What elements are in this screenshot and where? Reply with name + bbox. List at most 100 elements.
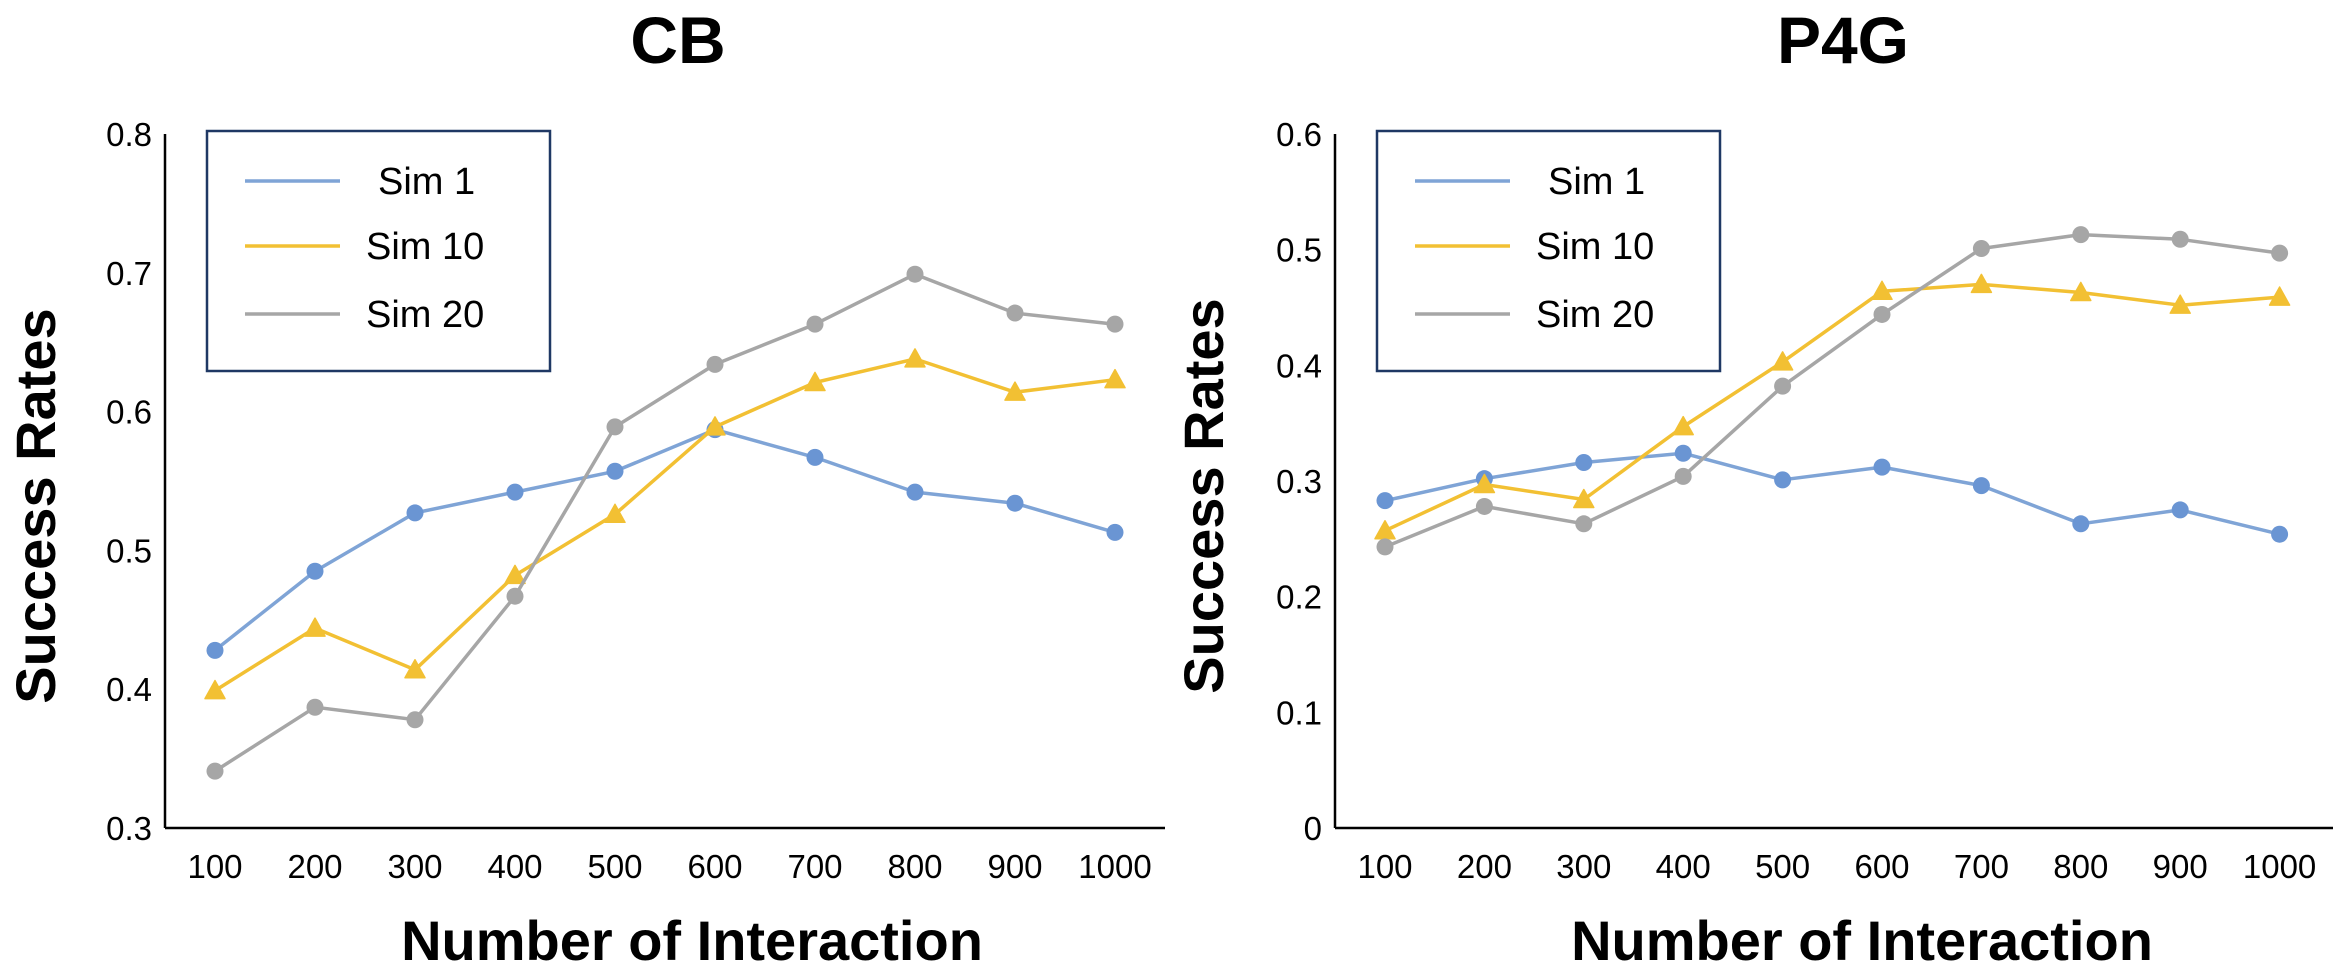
data-point-sim20 [506, 587, 524, 605]
legend-label-sim20: Sim 20 [1536, 294, 1654, 336]
chart-title: CB [630, 3, 725, 77]
y-tick-label: 0.3 [106, 810, 152, 847]
data-point-sim10 [804, 371, 826, 392]
y-tick-label: 0.1 [1276, 694, 1322, 731]
series-line-sim20 [1384, 232, 2280, 549]
x-tick-label: 200 [1457, 848, 1512, 885]
data-point-sim20 [1006, 304, 1024, 322]
data-point-sim10 [404, 659, 426, 679]
legend-box [205, 129, 552, 373]
y-tick-labels: 0 0.1 0.2 0.3 0.4 0.5 0.6 [1276, 116, 1322, 847]
data-point-sim10 [904, 348, 926, 368]
data-point-sim10 [1473, 473, 1496, 494]
data-point-sim1 [1873, 458, 1891, 476]
data-point-sim1 [1006, 494, 1024, 512]
data-point-sim20 [2171, 230, 2189, 248]
data-point-sim10 [504, 564, 526, 585]
data-point-sim1 [1106, 523, 1124, 541]
legend-label-sim10: Sim 10 [366, 226, 484, 268]
data-point-sim1 [2072, 515, 2090, 533]
legend: Sim 1 Sim 10 Sim 20 [205, 129, 552, 373]
data-point-sim20 [406, 711, 424, 729]
x-tick-label: 1000 [2243, 848, 2316, 885]
y-tick-label: 0.7 [106, 255, 152, 292]
data-point-sim10 [704, 416, 726, 436]
x-tick-label: 800 [2053, 848, 2108, 885]
data-point-sim20 [2072, 226, 2090, 244]
series-layer [204, 265, 1126, 780]
x-tick-label: 1000 [1078, 848, 1151, 885]
y-tick-label: 0.8 [106, 116, 152, 153]
series-line-sim20 [214, 272, 1116, 773]
data-point-sim1 [506, 483, 524, 501]
data-point-sim10 [604, 503, 626, 524]
y-tick-label: 0.4 [1276, 347, 1322, 384]
series-line-sim1 [1384, 451, 2281, 536]
x-tick-label: 800 [887, 848, 942, 885]
data-point-sim1 [1774, 471, 1792, 489]
x-axis-label: Number of Interaction [401, 909, 983, 972]
x-tick-label: 500 [1755, 848, 1810, 885]
series-layer [1374, 226, 2291, 556]
data-point-sim10 [2268, 286, 2291, 306]
x-tick-label: 500 [587, 848, 642, 885]
data-point-sim10 [1374, 519, 1396, 540]
data-point-sim10 [2070, 281, 2092, 302]
y-tick-label: 0 [1304, 810, 1322, 847]
data-point-sim1 [1575, 453, 1593, 471]
data-point-sim1 [1972, 477, 1990, 495]
y-tick-label: 0.6 [106, 394, 152, 431]
series-line-sim1 [213, 427, 1116, 652]
y-tick-label: 0.3 [1276, 463, 1322, 500]
x-tick-label: 700 [787, 848, 842, 885]
legend: Sim 1 Sim 10 Sim 20 [1375, 129, 1722, 373]
chart-title: P4G [1777, 3, 1909, 77]
x-axis-label: Number of Interaction [1571, 909, 2153, 972]
data-point-sim20 [1106, 315, 1124, 333]
chart-p4g: P4G Success Rates Number of Interaction … [1172, 3, 2333, 972]
x-tick-label: 900 [2153, 848, 2208, 885]
data-point-sim1 [606, 462, 624, 480]
x-tick-label: 300 [1556, 848, 1611, 885]
x-tick-label: 300 [387, 848, 442, 885]
x-tick-label: 600 [687, 848, 742, 885]
data-point-sim10 [1871, 280, 1893, 301]
data-point-sim20 [606, 418, 624, 436]
y-tick-label: 0.2 [1276, 579, 1322, 616]
y-axis-label: Success Rates [4, 308, 67, 703]
data-point-sim20 [1873, 305, 1891, 323]
data-point-sim10 [1672, 415, 1694, 436]
data-point-sim1 [806, 448, 824, 466]
y-tick-labels: 0.3 0.4 0.5 0.6 0.7 0.8 [106, 116, 152, 847]
series-line-sim10 [214, 357, 1116, 693]
legend-label-sim20: Sim 20 [366, 294, 484, 336]
data-point-sim1 [206, 641, 224, 659]
data-point-sim10 [204, 679, 226, 700]
data-point-sim1 [1674, 444, 1692, 462]
data-point-sim20 [1674, 467, 1692, 485]
x-tick-label: 600 [1854, 848, 1909, 885]
x-tick-label: 700 [1954, 848, 2009, 885]
x-tick-label: 400 [487, 848, 542, 885]
data-point-sim10 [1970, 273, 1993, 294]
data-point-sim1 [306, 562, 324, 580]
data-point-sim20 [906, 265, 924, 283]
data-point-sim20 [1972, 240, 1990, 258]
data-point-sim10 [304, 617, 326, 637]
x-tick-label: 400 [1656, 848, 1711, 885]
y-tick-label: 0.5 [106, 532, 152, 569]
data-point-sim10 [1004, 381, 1026, 401]
data-point-sim1 [2271, 525, 2289, 543]
data-point-sim20 [206, 762, 224, 780]
data-point-sim20 [1475, 497, 1493, 515]
legend-label-sim1: Sim 1 [1548, 161, 1645, 203]
data-point-sim10 [1771, 351, 1794, 371]
y-tick-label: 0.5 [1276, 232, 1322, 269]
legend-box [1375, 129, 1722, 373]
data-point-sim20 [1575, 515, 1593, 533]
legend-label-sim1: Sim 1 [378, 161, 475, 203]
data-point-sim20 [306, 698, 324, 716]
x-tick-labels: 100 200 300 400 500 600 700 800 900 1000 [187, 848, 1151, 885]
x-tick-label: 100 [187, 848, 242, 885]
x-tick-labels: 100 200 300 400 500 600 700 800 900 1000 [1357, 848, 2316, 885]
